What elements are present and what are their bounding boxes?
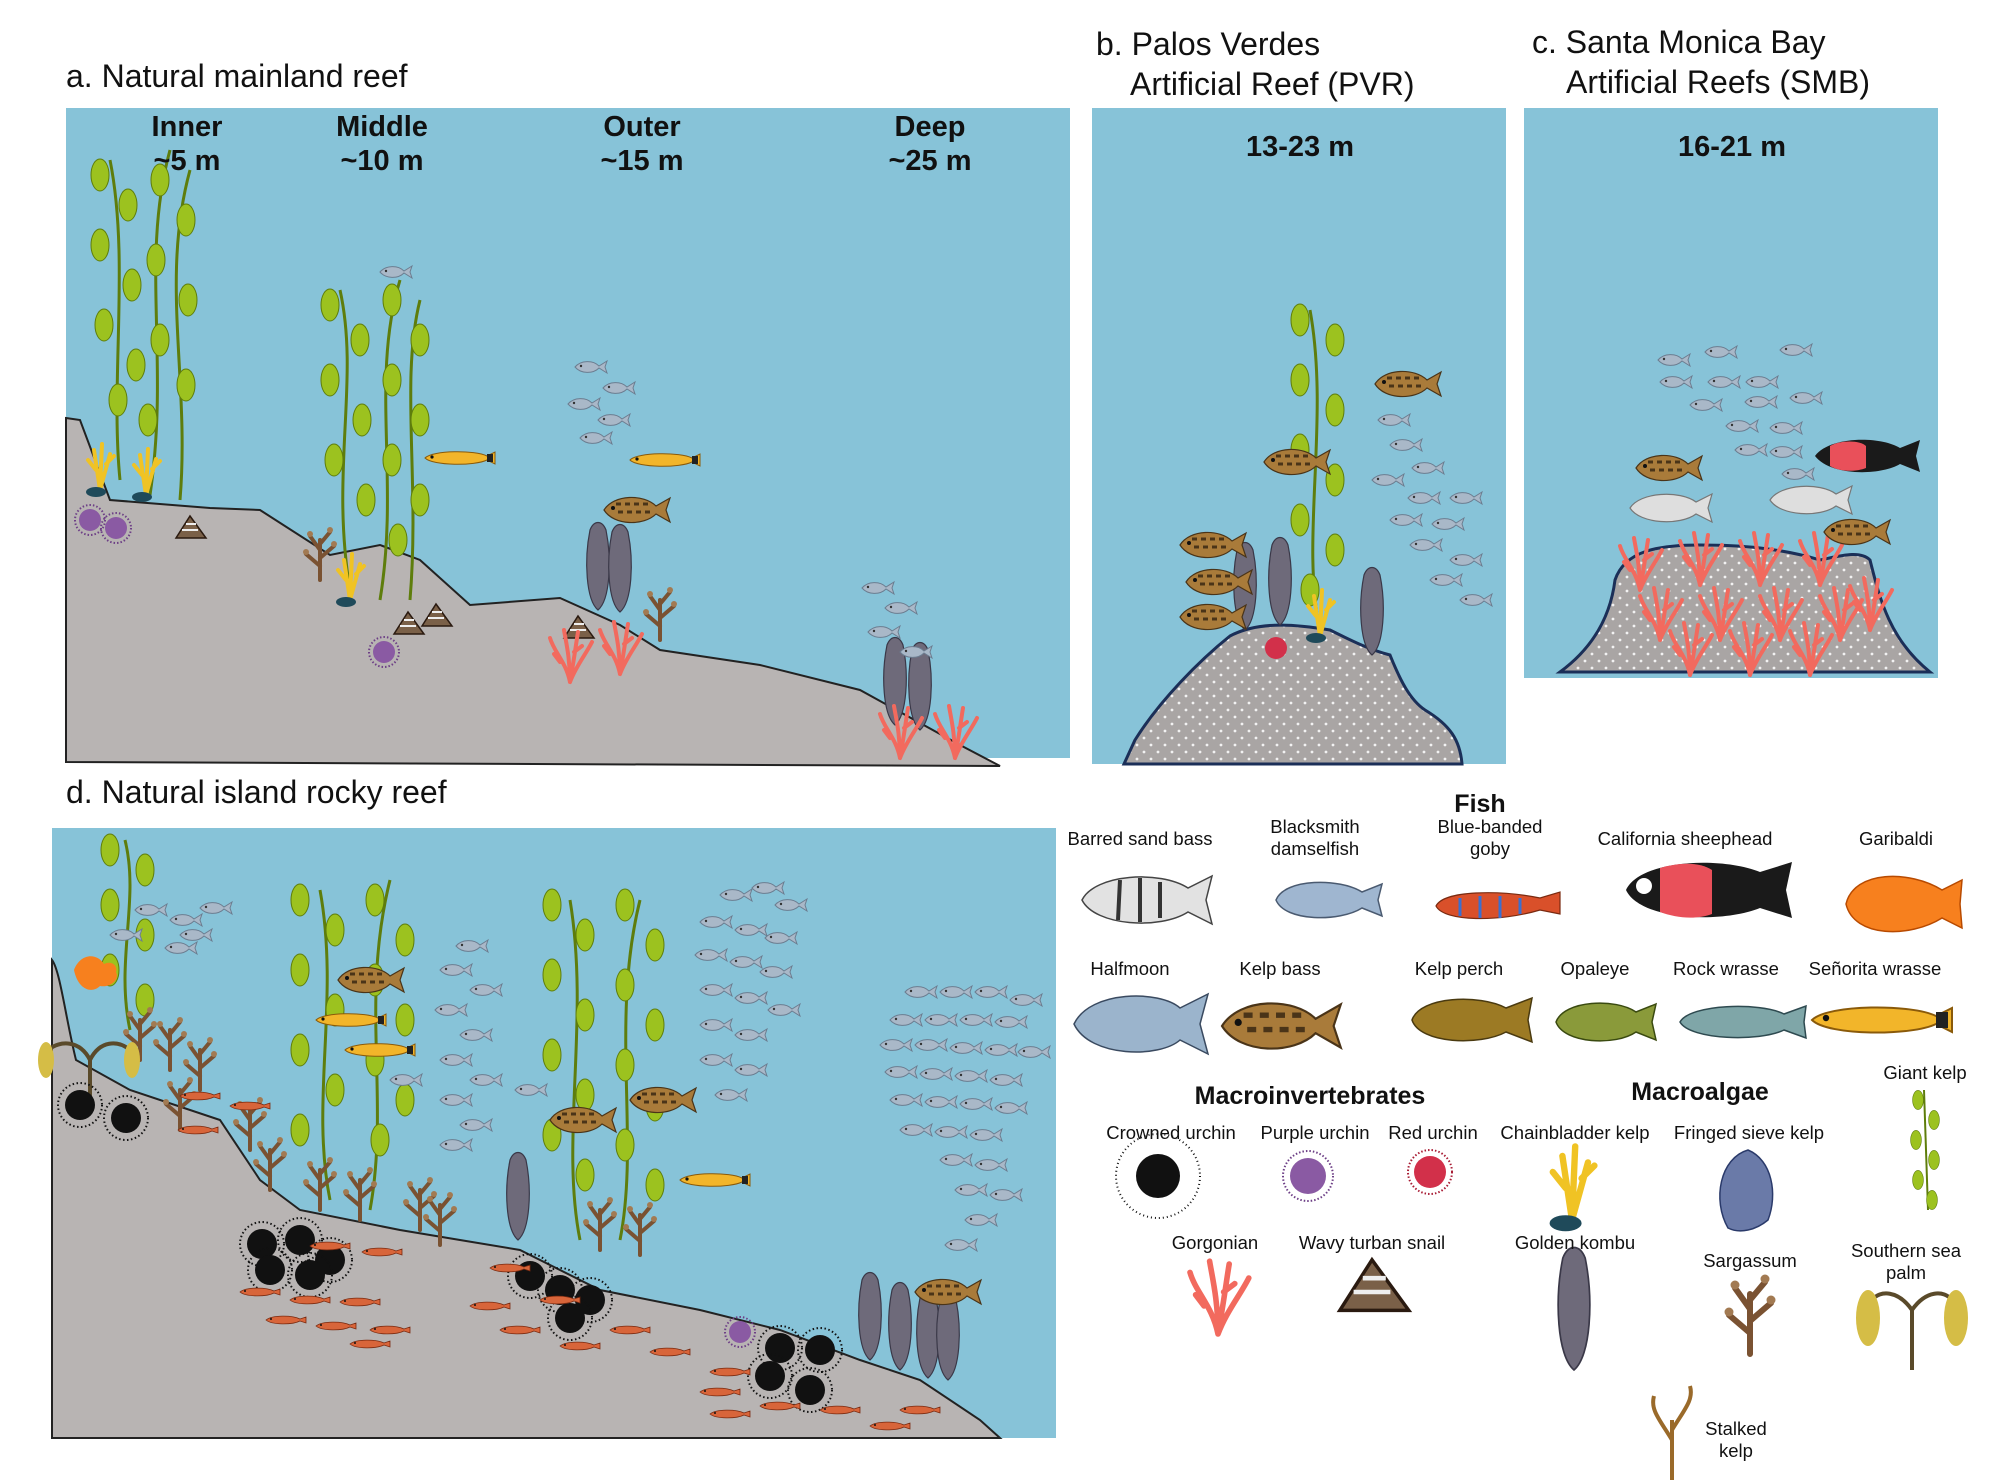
legend-fish-rock-wrasse: Rock wrasse <box>1673 958 1779 979</box>
legend-fish-blacksmith: Blacksmith damselfish <box>1270 816 1360 859</box>
legend-invert-heading: Macroinvertebrates <box>1194 1082 1426 1110</box>
legend-golden-kombu: Golden kombu <box>1514 1232 1636 1253</box>
garibaldi-d <box>74 956 117 990</box>
panel-c-title-line1: c. Santa Monica Bay <box>1532 24 1826 60</box>
legend-fish-senorita-wrasse: Señorita wrasse <box>1808 958 1942 979</box>
panel-c-title-line2: Artificial Reefs (SMB) <box>1566 64 1871 100</box>
legend-fish-california-sheephead: California sheephead <box>1597 828 1773 849</box>
panel-b-reef <box>1121 623 1464 766</box>
giant-kelp-b <box>1290 303 1345 631</box>
giant-kelp-d3 <box>542 888 665 1241</box>
legend-fish-kelp-perch: Kelp perch <box>1414 958 1504 979</box>
giant-kelp-a1 <box>90 149 198 501</box>
legend-red-urchin: Red urchin <box>1388 1122 1478 1143</box>
panel-a-title: a. Natural mainland reef <box>66 58 408 94</box>
panel-d-title: d. Natural island rocky reef <box>66 774 447 810</box>
legend-fringed-sieve-kelp: Fringed sieve kelp <box>1673 1122 1825 1143</box>
legend-fish-heading: Fish <box>1454 790 1506 818</box>
legend-algae-heading: Macroalgae <box>1631 1078 1769 1106</box>
legend-fish-garibaldi: Garibaldi <box>1858 828 1934 849</box>
legend-fish-opaleye: Opaleye <box>1560 958 1630 979</box>
zone-outer-label: Outer ~15 m <box>600 111 684 177</box>
zone-middle-label: Middle ~10 m <box>336 111 428 177</box>
zone-deep-label: Deep ~25 m <box>888 111 972 177</box>
legend-wavy-turban-snail: Wavy turban snail <box>1298 1232 1446 1253</box>
giant-kelp-a2 <box>320 279 430 601</box>
legend-purple-urchin: Purple urchin <box>1260 1122 1370 1143</box>
legend-giant-kelp: Giant kelp <box>1883 1062 1967 1083</box>
panel-c-depth: 16-21 m <box>1677 131 1786 163</box>
sheephead-c <box>1815 439 1920 473</box>
legend-fish-halfmoon: Halfmoon <box>1090 958 1170 979</box>
legend-chainbladder-kelp: Chainbladder kelp <box>1500 1122 1650 1143</box>
panel-b-title-line2: Artificial Reef (PVR) <box>1130 66 1415 102</box>
panel-a-rock <box>65 416 1001 767</box>
legend-icons <box>1073 862 1968 1480</box>
legend-fish-barred-sand-bass: Barred sand bass <box>1067 828 1213 849</box>
zone-inner-label: Inner ~5 m <box>151 111 223 177</box>
red-urchin-b <box>1265 637 1287 659</box>
legend-gorgonian: Gorgonian <box>1171 1232 1259 1253</box>
panel-b-depth: 13-23 m <box>1245 131 1354 163</box>
legend-fish-kelp-bass: Kelp bass <box>1239 958 1321 979</box>
legend-sargassum: Sargassum <box>1703 1250 1797 1271</box>
legend-stalked-kelp: Stalked kelp <box>1705 1418 1767 1461</box>
legend-crowned-urchin: Crowned urchin <box>1106 1122 1236 1143</box>
palm-d <box>38 1041 140 1100</box>
legend-southern-sea-palm: Southern sea palm <box>1850 1240 1962 1283</box>
panel-b-title-line1: b. Palos Verdes <box>1096 26 1321 62</box>
legend-fish-blue-banded-goby: Blue-banded goby <box>1437 816 1543 859</box>
